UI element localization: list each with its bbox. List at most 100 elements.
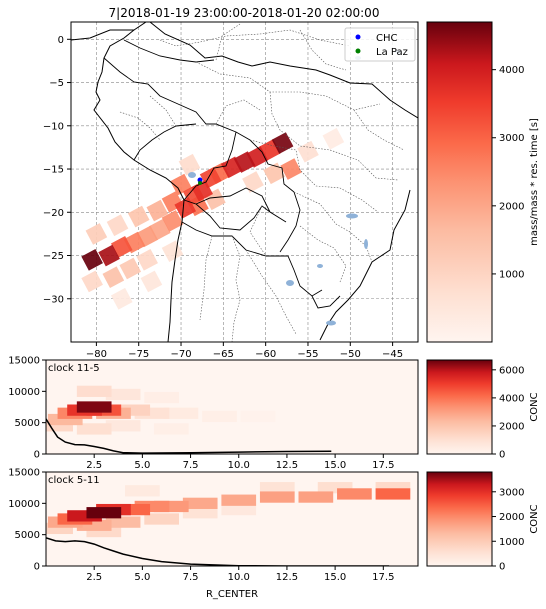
chc-station-marker [197,177,203,183]
x-tick-label: 5.0 [134,572,150,583]
concentration-cell [115,503,151,516]
plume-cell [280,158,302,180]
x-tick-label: 10.0 [228,572,250,583]
x-tick-label: 2.5 [86,572,102,583]
map-y-tick-label: 0 [58,35,64,46]
y-tick-label: 5000 [15,418,40,429]
y-tick-label: 0 [34,450,40,461]
clock-5-11-panel: clock 5-11 2.5 5.0 7.5 10.0 12.5 15.0 17.5 0 50… [8,468,419,600]
colorbar-tick-label: 6000 [499,365,524,376]
concentration-cell [115,404,151,416]
concentration-cell [337,488,372,500]
colorbar-tick-label: 2000 [499,201,524,212]
plume-cell [85,223,108,245]
clock-5-11-y-axis: 0 5000 10000 15000 [8,468,46,573]
y-tick-label: 10000 [8,499,40,510]
concentration-cell [259,491,295,503]
x-tick-label: 7.5 [183,460,199,471]
clock-5-11-colorbar-ticks: 0 1000 2000 3000 [492,487,524,573]
figure-title: 7|2018-01-19 23:00:00-2018-01-20 02:00:0… [109,6,380,20]
plume-cell [140,270,163,293]
clock-11-5-colorbar-ticks: 0 2000 4000 6000 [492,365,524,461]
map-x-tick-label: −50 [340,349,361,360]
colorbar-tick-label: 4000 [499,65,524,76]
clock-11-5-label: clock 11-5 [48,363,100,374]
concentration-cell [76,401,112,413]
y-tick-label: 5000 [15,530,40,541]
x-tick-label: 7.5 [183,572,199,583]
concentration-cell [105,420,141,432]
clock-5-11-colorbar-label: CONC [529,504,540,533]
map-x-tick-label: −60 [255,349,276,360]
map-x-tick-label: −80 [86,349,107,360]
concentration-cell [125,485,160,497]
plume-cell [322,127,345,150]
concentration-cell [67,510,102,522]
y-tick-label: 0 [34,562,40,573]
map-plume [81,127,345,310]
plume-cell [81,270,103,293]
plume-cell [136,249,158,271]
concentration-cell [202,410,237,423]
plume-cell [161,210,184,232]
clock-11-5-x-axis: 2.5 5.0 7.5 10.0 12.5 15.0 17.5 [86,454,394,471]
map-x-tick-label: −55 [297,349,318,360]
colorbar-tick-label: 3000 [499,487,524,498]
clock-11-5-colorbar-label: CONC [529,392,540,421]
concentration-cell [46,420,73,432]
map-colorbar: 1000 2000 3000 4000 mass/mass * res. time [… [426,21,540,343]
map-x-axis: −80 −75 −70 −65 −60 −55 −50 −45 [86,342,403,360]
x-tick-label: 17.5 [372,572,394,583]
colorbar-tick-label: 1000 [499,537,524,548]
map-x-tick-label: −75 [128,349,149,360]
northern-coast [71,22,147,41]
map-frame [70,21,419,343]
clock-11-5-heatmap [46,385,276,435]
concentration-cell [134,407,170,419]
concentration-cell [163,407,199,419]
concentration-cell [86,525,122,538]
coastline [93,22,418,342]
clock-11-5-profile-line [46,418,332,454]
colorbar-tick-label: 4000 [499,393,524,404]
concentration-cell [221,494,257,506]
concentration-cell [221,503,257,516]
colorbar-tick-label: 1000 [499,269,524,280]
concentration-cell [153,500,189,513]
map-y-tick-label: −20 [43,208,64,219]
plume-cell [242,171,264,193]
y-tick-label: 15000 [8,356,40,367]
map-x-tick-label: −70 [170,349,191,360]
map-y-tick-label: −15 [43,165,64,176]
concentration-cell [153,423,189,435]
plume-cell [271,132,294,154]
map-colorbar-gradient [426,21,493,343]
chc-legend-marker [355,34,361,40]
concentration-cell [182,497,218,509]
concentration-cell [375,488,411,500]
clock-5-11-x-axis-label: R_CENTER [206,589,258,600]
map-x-tick-label: −45 [382,349,403,360]
y-tick-label: 10000 [8,387,40,398]
clock-5-11-frame [45,471,419,567]
map-y-axis: 0 −5 −10 −15 −20 −25 −30 [43,35,71,305]
concentration-cell [105,516,141,528]
clock-5-11-heatmap [46,482,411,538]
x-tick-label: 12.5 [276,572,298,583]
map-x-tick-label: −65 [213,349,234,360]
map-colorbar-label: mass/mass * res. time [s] [529,118,540,246]
map-y-tick-label: −25 [43,251,64,262]
map-y-tick-label: −30 [43,294,64,305]
clock-5-11-colorbar-gradient [426,471,493,567]
x-tick-label: 17.5 [372,460,394,471]
state-borders [119,23,405,342]
clock-5-11-colorbar: 0 1000 2000 3000 CONC [426,471,540,573]
concentration-cell [86,507,122,519]
map-panel: CHC La Paz −80 −75 −70 −65 −60 −55 −50 −45 0 −5 −… [43,21,419,360]
concentration-cell [182,507,218,519]
plume-cell [178,153,201,176]
x-tick-label: 10.0 [228,460,250,471]
map-y-tick-label: −5 [49,78,64,89]
plume-cell [102,266,125,288]
